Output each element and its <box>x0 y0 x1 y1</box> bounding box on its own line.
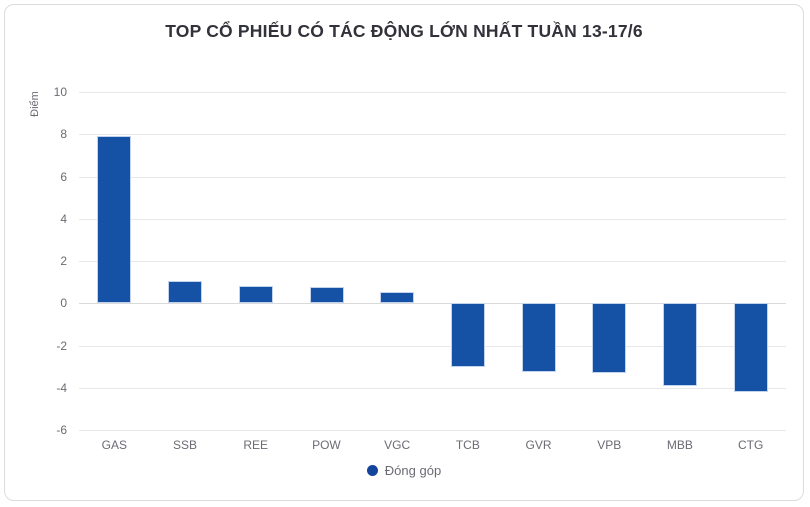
x-label-SSB: SSB <box>173 438 198 452</box>
gridline-y2 <box>79 261 786 262</box>
y-tick-label: -2 <box>56 338 67 353</box>
x-label-VPB: VPB <box>597 438 622 452</box>
bar-SSB[interactable] <box>168 281 203 304</box>
gridline-y8 <box>79 134 786 136</box>
bar-GVR[interactable] <box>521 303 556 372</box>
y-tick-label: 8 <box>60 127 67 142</box>
y-tick-label: -4 <box>56 380 67 395</box>
bar-REE[interactable] <box>238 286 273 304</box>
chart-card: TOP CỔ PHIẾU CÓ TÁC ĐỘNG LỚN NHẤT TUẦN 1… <box>4 4 804 501</box>
x-label-GVR: GVR <box>525 438 552 452</box>
y-tick-label: 2 <box>60 254 67 268</box>
gridline-y10 <box>79 92 786 93</box>
y-axis-title: Điểm <box>29 91 41 117</box>
y-tick-label: 6 <box>60 169 67 184</box>
x-label-CTG: CTG <box>737 438 764 452</box>
legend-marker-icon <box>366 465 378 476</box>
bar-TCB[interactable] <box>450 303 485 367</box>
gridline-y-2 <box>79 345 786 347</box>
x-label-MBB: MBB <box>666 438 693 452</box>
gridline-y0 <box>79 303 786 305</box>
gridline-y4 <box>79 218 786 220</box>
gridline-y-4 <box>79 387 786 389</box>
y-tick-label: 0 <box>60 296 67 311</box>
bar-POW[interactable] <box>309 287 344 304</box>
plot-area <box>79 92 786 431</box>
legend-item[interactable]: Đóng góp <box>5 463 803 478</box>
x-label-GAS: GAS <box>101 438 128 452</box>
x-label-POW: POW <box>312 438 341 452</box>
y-tick-label: 4 <box>60 211 67 226</box>
gridline-y-6 <box>79 430 786 431</box>
bar-GAS[interactable] <box>97 136 132 304</box>
y-tick-label: 10 <box>53 85 67 99</box>
chart-title: TOP CỔ PHIẾU CÓ TÁC ĐỘNG LỚN NHẤT TUẦN 1… <box>165 21 643 41</box>
bar-MBB[interactable] <box>663 303 697 386</box>
x-label-TCB: TCB <box>455 438 480 452</box>
bar-CTG[interactable] <box>733 303 768 392</box>
x-label-REE: REE <box>243 438 269 452</box>
gridline-y6 <box>79 176 786 178</box>
bar-VPB[interactable] <box>592 303 627 373</box>
x-label-VGC: VGC <box>384 438 411 452</box>
legend-label: Đóng góp <box>384 463 442 478</box>
bar-VGC[interactable] <box>380 291 415 304</box>
y-tick-label: -6 <box>56 423 67 437</box>
